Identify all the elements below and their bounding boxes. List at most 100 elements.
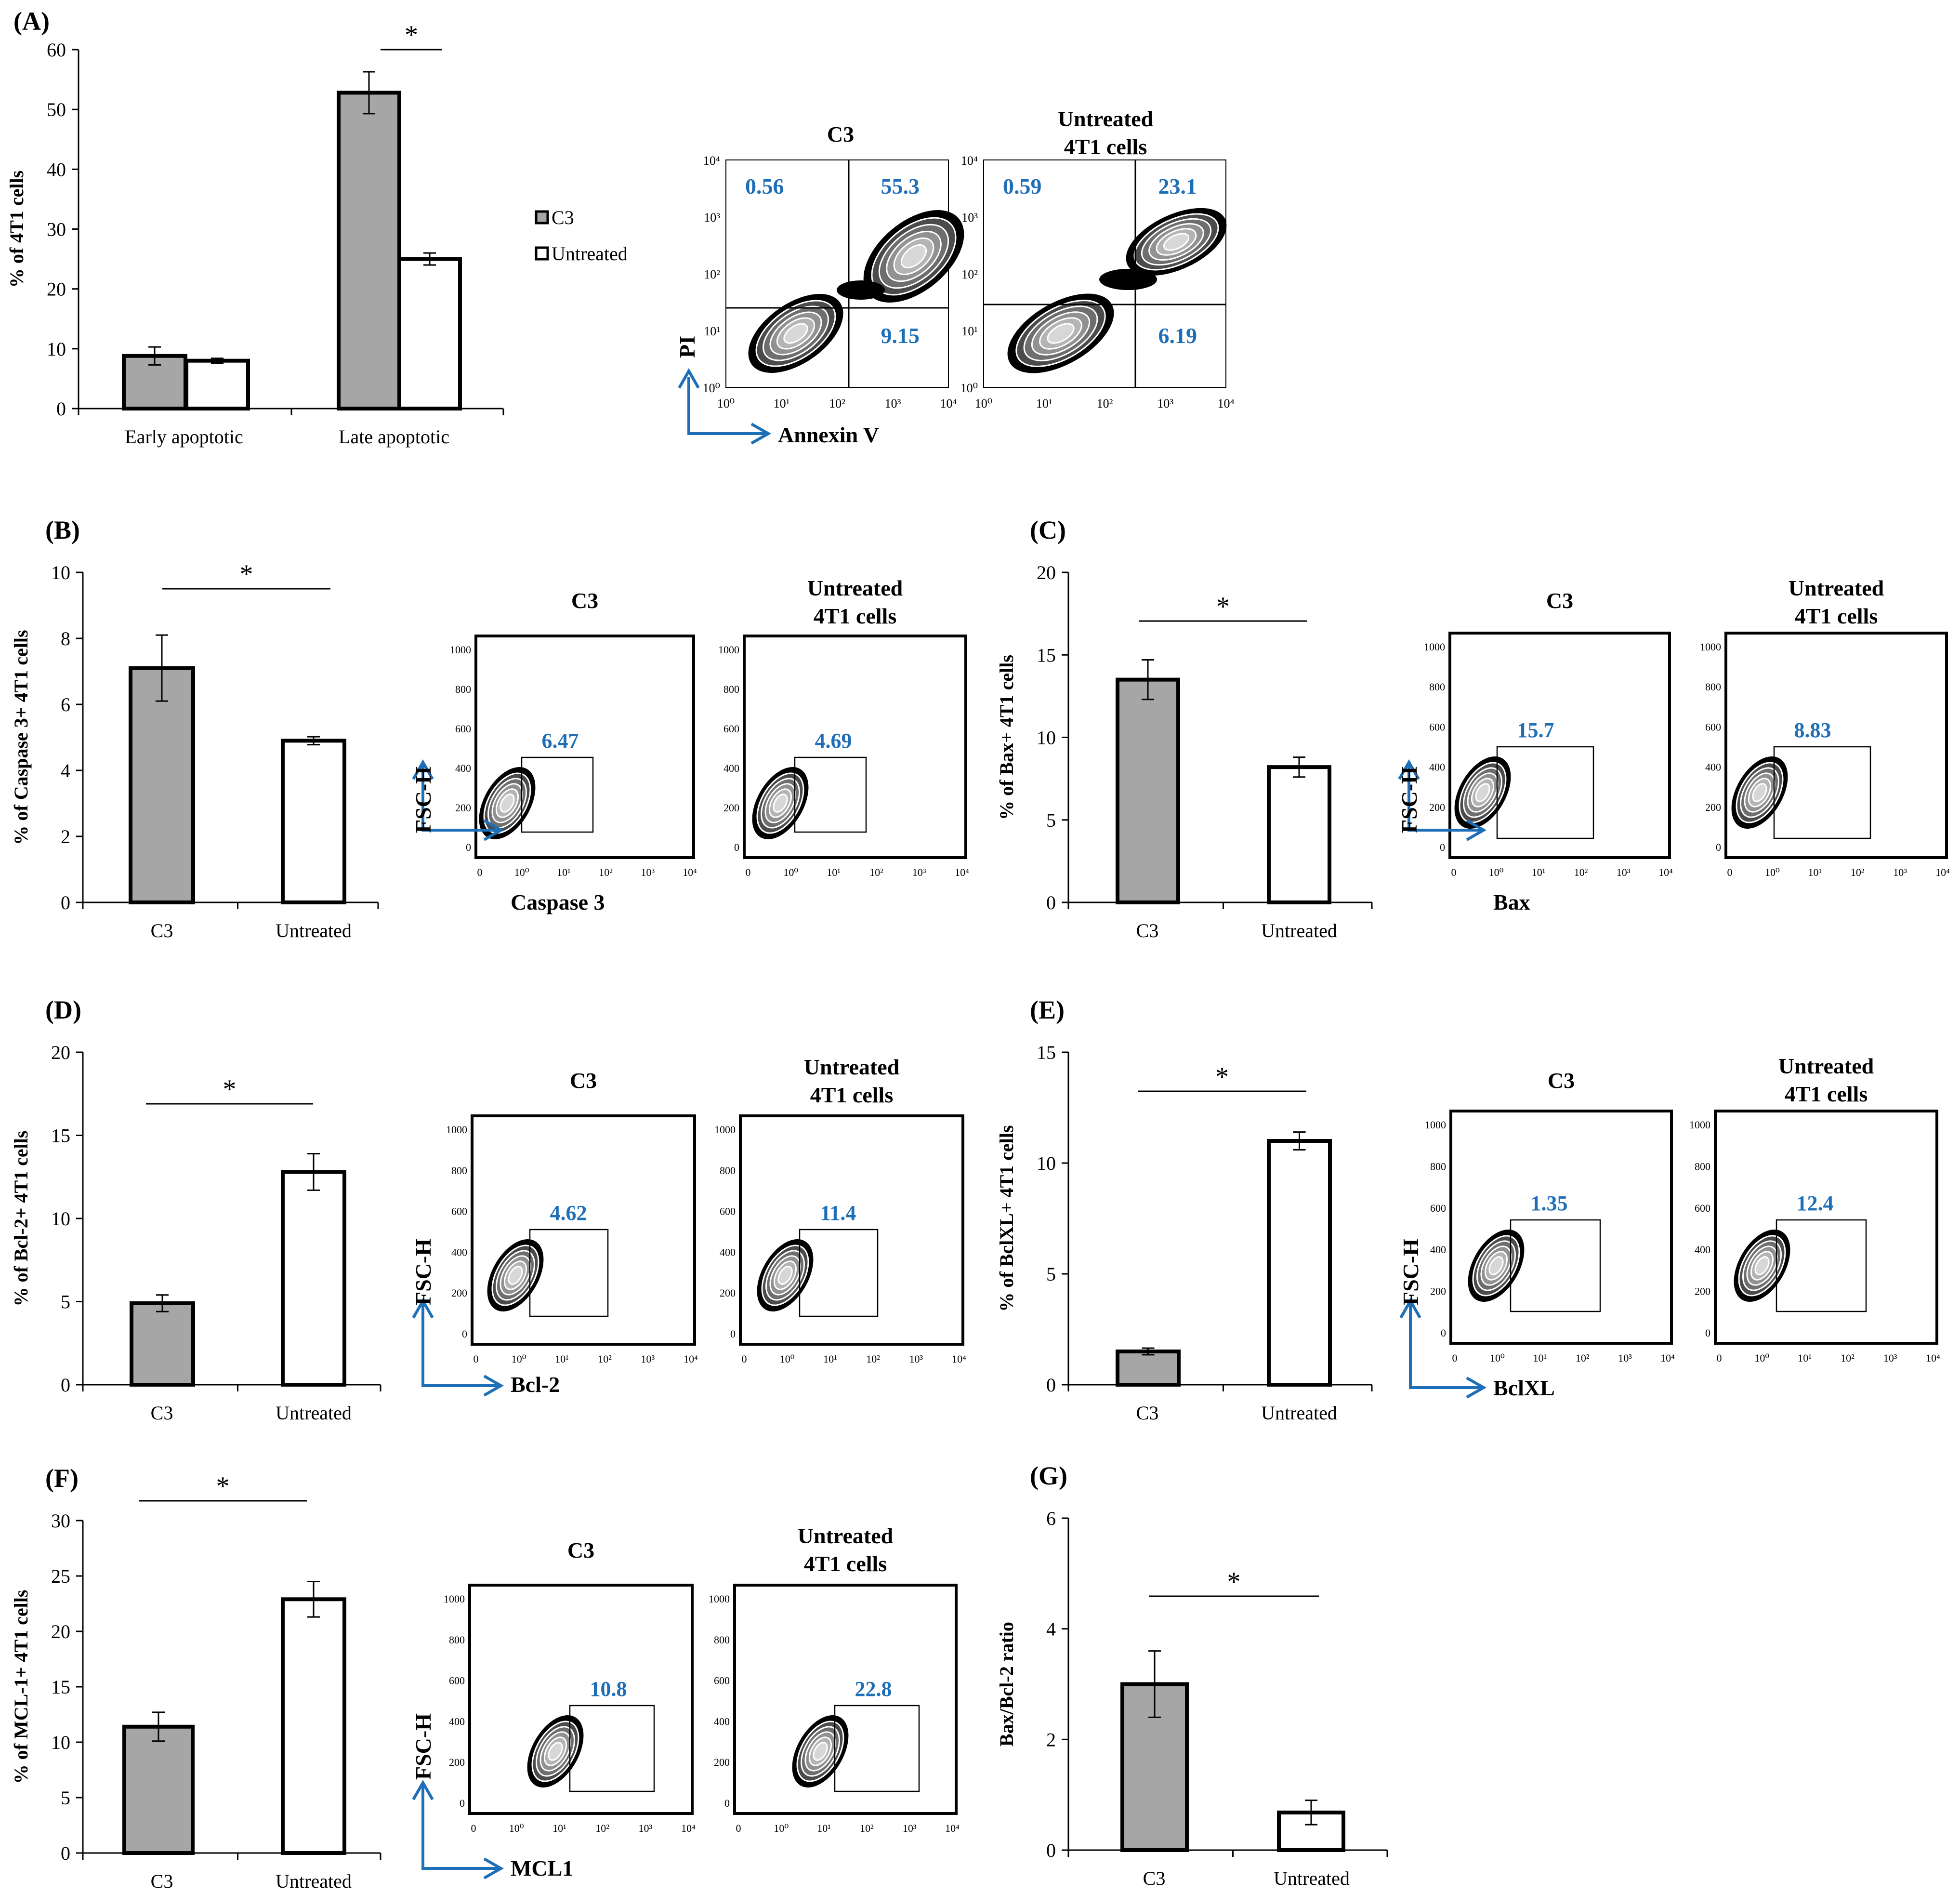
x-tick-label: 10⁰ [783,866,798,878]
x-tick-label: 10³ [1617,866,1631,878]
x-tick-label: 10² [1576,1352,1590,1364]
x-tick-label: 10⁴ [683,866,697,878]
event-cluster [837,280,885,300]
arrow-head [483,1375,504,1397]
bar-c3 [122,1724,195,1855]
x-tick-label: 10⁴ [1926,1352,1940,1364]
y-tick-label: 400 [455,762,471,774]
contour-level [773,794,788,813]
x-tick-label: 10⁴ [684,1353,698,1365]
x-tick-label: 10⁰ [509,1822,524,1834]
panel-label: (G) [1030,1461,1067,1490]
y-tick-label: 10¹ [961,324,978,338]
bar-untreated [397,257,462,410]
x-tick-label: 10³ [903,1822,917,1834]
x-tick-label: 0 [477,866,483,878]
y-axis-label: Bax/Bcl-2 ratio [996,1622,1017,1747]
gate-value: 6.47 [542,729,579,753]
y-tick-label: 0 [1046,1374,1056,1396]
x-tick-label: 0 [1717,1352,1722,1364]
gate-plot: Untreated 4T1 cells 0 200 400 600 800 1000 0 10⁰ 1… [709,1523,960,1834]
gate-plot: C3 0 200 400 600 800 1000 0 10⁰ 10¹ 10² 10³ 10⁴ 10.8 [444,1538,696,1834]
axis-arrow [421,1301,501,1387]
y-tick-label: 4 [61,760,70,781]
y-tick-label: 10³ [704,211,720,225]
y-tick-label: 800 [720,1165,736,1177]
y-axis-label: FSC-H [411,1713,435,1780]
gate-box [834,1705,920,1792]
quadrant-value-upper-right: 23.1 [1158,174,1197,199]
panel-label: (D) [45,995,81,1024]
x-tick-label: 10⁴ [1658,866,1673,878]
y-tick-label: 800 [1429,681,1445,693]
x-tick-label: 10⁴ [945,1822,960,1834]
x-tick-label: 10³ [1893,866,1907,878]
category-label: C3 [151,1870,173,1892]
y-tick-label: 15 [1037,644,1056,666]
plot-title: 4T1 cells [1795,604,1878,628]
quadrant-value-lower-right: 9.15 [881,323,920,348]
plot-title: C3 [1548,1068,1575,1093]
legend-label: C3 [552,207,574,228]
y-axis-label: % of Bax+ 4T1 cells [996,655,1017,820]
y-tick-label: 10⁰ [703,381,720,395]
gate-plot: C3 0 200 400 600 800 1000 0 10⁰ 10¹ 10² 10³ 10⁴ 1.35 [1425,1068,1675,1364]
plot-title: 4T1 cells [810,1083,893,1107]
x-tick-label: 10⁰ [774,1822,789,1834]
y-axis-label: FSC-H [1398,1239,1423,1305]
x-tick-label: 10³ [912,866,926,878]
significance-star: * [1227,1567,1241,1597]
x-tick-label: 10³ [1618,1352,1632,1364]
y-tick-label: 800 [1430,1160,1446,1172]
y-axis-label: FSC-H [1397,767,1421,833]
x-tick-label: 10² [1841,1352,1855,1364]
y-tick-label: 800 [451,1165,467,1177]
x-tick-label: 10⁴ [955,866,969,878]
bar-chart-b: (B) 0 2 4 6 8 10 % of Caspase 3+ 4T1 cells C3 Unt… [10,516,379,941]
y-tick-label: 200 [1695,1285,1710,1297]
legend-label: Untreated [552,243,628,265]
plot-title: C3 [571,588,598,613]
x-axis-label: MCL1 [511,1856,573,1880]
y-tick-label: 400 [449,1715,465,1727]
contour-level [500,794,515,813]
contour-level [548,1742,563,1761]
y-tick-label: 4 [1046,1618,1056,1640]
y-tick-label: 0 [1441,1327,1446,1339]
x-tick-label: 10² [1851,866,1865,878]
y-tick-label: 200 [714,1756,730,1768]
x-tick-label: 10¹ [823,1353,837,1365]
x-tick-label: 10² [599,866,613,878]
contour-level [1752,783,1767,802]
y-tick-label: 50 [47,99,66,120]
y-tick-label: 600 [714,1675,730,1687]
x-tick-label: 10² [829,397,845,410]
y-tick-label: 0 [61,892,70,913]
x-tick-label: 10¹ [1036,397,1052,410]
x-axis-label: BclXL [1493,1376,1555,1400]
arrow-head [750,423,772,445]
y-tick-label: 400 [1429,761,1445,773]
category-label: C3 [1136,1402,1159,1424]
y-tick-label: 800 [449,1634,465,1646]
y-tick-label: 5 [1046,1263,1056,1285]
x-tick-label: 0 [736,1822,741,1834]
y-tick-label: 2 [1046,1729,1056,1750]
y-tick-label: 200 [449,1756,465,1768]
gate-box [529,1229,609,1317]
bar-untreated [1267,765,1331,905]
x-tick-label: 10¹ [817,1822,831,1834]
y-tick-label: 5 [61,1291,70,1313]
plot-frame [471,1114,696,1346]
y-tick-label: 0 [1046,1840,1056,1861]
category-label: Untreated [276,920,352,941]
y-tick-label: 0 [61,1842,70,1864]
gate-box [799,1229,879,1317]
contour-level [508,1266,523,1285]
significance-star: * [1215,1062,1229,1092]
quadrant-plot: C3 0.56 55.3 9.15 10⁰ 10¹ 10² 10³ 10⁴ 10⁰ 10¹ 10² 10… [703,122,964,410]
y-tick-label: 10 [1037,1152,1056,1174]
y-tick-label: 0 [1440,841,1445,853]
significance-star: * [405,20,418,50]
